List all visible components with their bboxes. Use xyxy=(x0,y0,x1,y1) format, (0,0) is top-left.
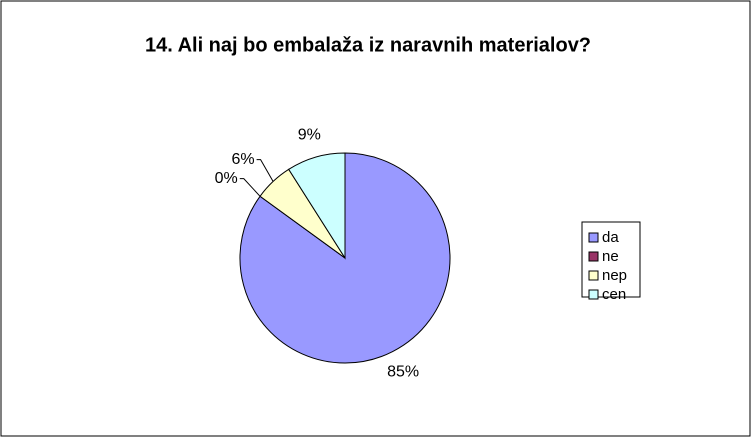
legend-swatch xyxy=(588,232,599,243)
data-label: 6% xyxy=(231,151,254,168)
pie-slice xyxy=(288,152,346,260)
data-label: 9% xyxy=(298,126,321,143)
leader-line xyxy=(256,159,274,182)
leader-line xyxy=(239,178,261,197)
legend-swatch xyxy=(588,270,599,281)
legend-label: nep xyxy=(602,267,627,284)
legend-label: ne xyxy=(602,248,619,265)
chart-title: 14. Ali naj bo embalaža iz naravnih mate… xyxy=(145,34,591,56)
data-label: 0% xyxy=(215,170,238,187)
data-label: 85% xyxy=(387,363,419,380)
legend-label: cen xyxy=(602,286,626,303)
legend-swatch xyxy=(588,251,599,262)
legend-swatch xyxy=(588,289,599,300)
legend-label: da xyxy=(602,229,619,246)
